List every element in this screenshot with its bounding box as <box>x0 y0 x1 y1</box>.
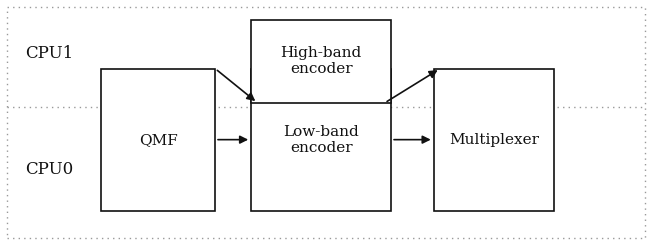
Bar <box>251 20 391 103</box>
Text: QMF: QMF <box>139 133 177 147</box>
Text: High-band
encoder: High-band encoder <box>280 46 362 76</box>
Text: Low-band
encoder: Low-band encoder <box>283 124 359 155</box>
Text: CPU1: CPU1 <box>25 45 73 62</box>
Text: Multiplexer: Multiplexer <box>449 133 539 147</box>
Bar <box>101 69 215 211</box>
Bar <box>251 69 391 211</box>
Bar <box>434 69 554 211</box>
Text: CPU0: CPU0 <box>25 160 73 178</box>
